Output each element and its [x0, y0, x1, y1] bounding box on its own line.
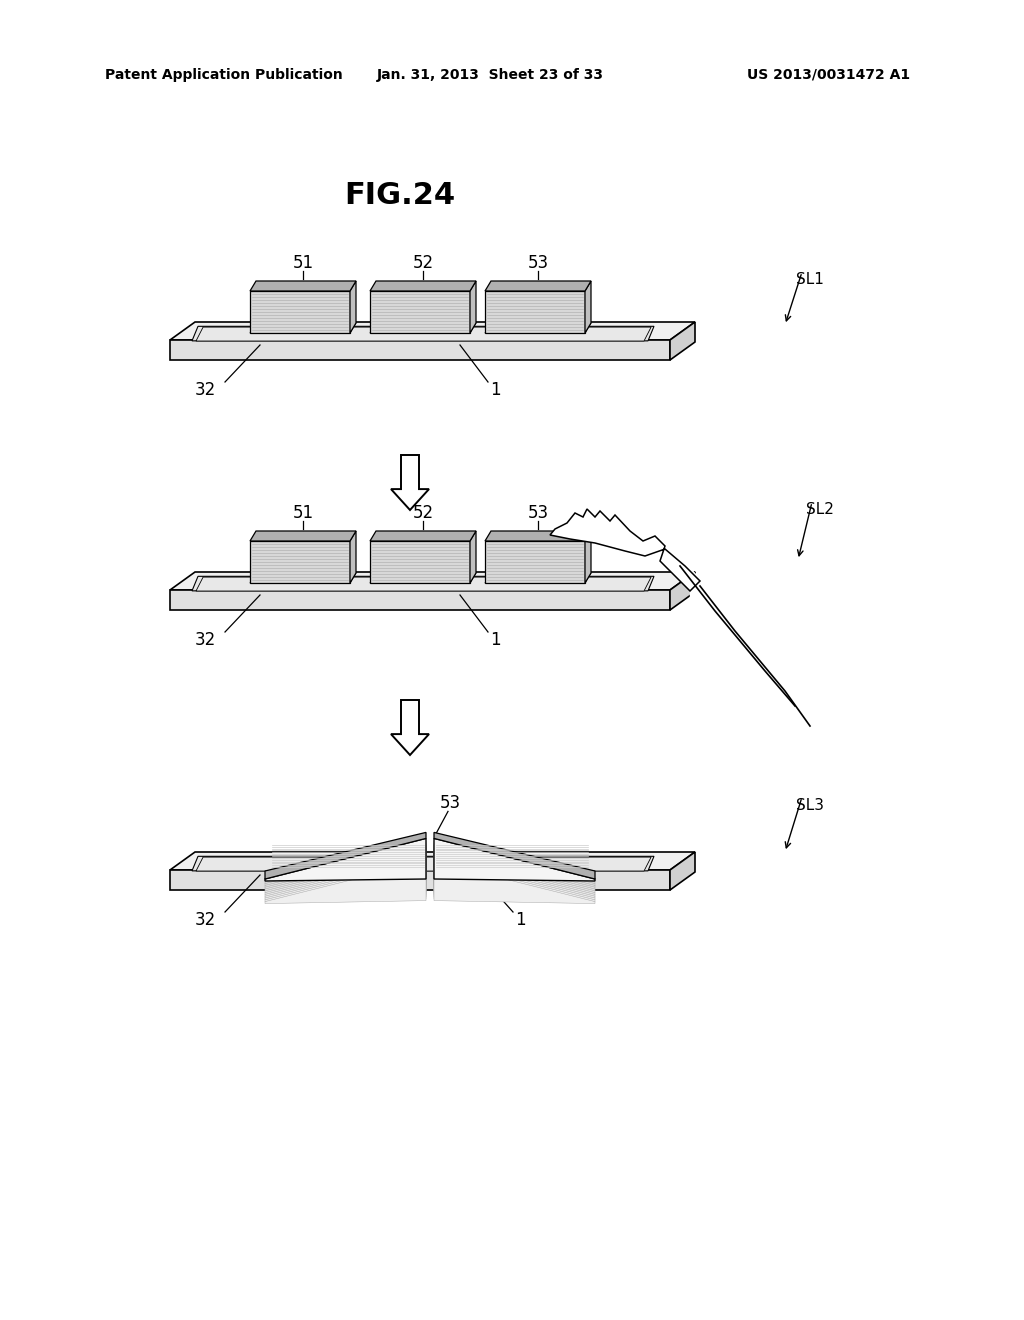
Polygon shape: [470, 531, 476, 583]
Polygon shape: [485, 281, 591, 290]
Polygon shape: [434, 841, 595, 884]
Text: SL3: SL3: [796, 797, 824, 813]
Polygon shape: [265, 858, 426, 900]
Polygon shape: [265, 855, 426, 898]
Polygon shape: [370, 281, 476, 290]
Text: 1: 1: [489, 631, 501, 649]
Polygon shape: [250, 573, 356, 583]
Polygon shape: [250, 290, 350, 333]
Polygon shape: [265, 861, 426, 904]
Polygon shape: [550, 510, 700, 591]
Polygon shape: [485, 541, 585, 583]
Polygon shape: [250, 281, 356, 290]
Polygon shape: [250, 323, 356, 333]
Polygon shape: [265, 849, 426, 891]
Text: SL2: SL2: [806, 503, 834, 517]
Polygon shape: [193, 326, 654, 341]
Text: 32: 32: [195, 631, 216, 649]
Text: 51: 51: [293, 253, 313, 272]
Text: 53: 53: [527, 253, 549, 272]
Polygon shape: [193, 857, 654, 871]
Polygon shape: [350, 281, 356, 333]
Polygon shape: [170, 572, 695, 590]
Polygon shape: [196, 577, 651, 591]
Polygon shape: [370, 573, 476, 583]
Polygon shape: [434, 845, 595, 887]
Text: Patent Application Publication: Patent Application Publication: [105, 69, 343, 82]
Polygon shape: [265, 841, 426, 884]
Text: SL1: SL1: [796, 272, 824, 288]
Polygon shape: [485, 323, 591, 333]
Polygon shape: [585, 281, 591, 333]
Polygon shape: [196, 327, 651, 341]
Polygon shape: [265, 845, 426, 887]
Polygon shape: [370, 541, 470, 583]
Polygon shape: [350, 531, 356, 583]
Polygon shape: [485, 531, 591, 541]
Polygon shape: [265, 838, 426, 880]
Polygon shape: [170, 322, 695, 341]
Polygon shape: [170, 590, 670, 610]
Polygon shape: [434, 850, 595, 892]
Polygon shape: [370, 531, 476, 541]
Text: FIG.24: FIG.24: [344, 181, 456, 210]
Polygon shape: [265, 859, 426, 902]
Text: 51: 51: [293, 504, 313, 521]
Polygon shape: [670, 851, 695, 890]
Polygon shape: [434, 861, 595, 904]
Polygon shape: [265, 846, 426, 890]
Polygon shape: [170, 851, 695, 870]
Text: 1: 1: [515, 911, 525, 929]
Polygon shape: [250, 541, 350, 583]
Polygon shape: [265, 853, 426, 895]
Text: Jan. 31, 2013  Sheet 23 of 33: Jan. 31, 2013 Sheet 23 of 33: [377, 69, 603, 82]
Polygon shape: [193, 577, 654, 591]
Text: 32: 32: [195, 381, 216, 399]
Text: 32: 32: [195, 911, 216, 929]
Polygon shape: [370, 290, 470, 333]
Text: 52: 52: [413, 253, 433, 272]
Polygon shape: [670, 322, 695, 360]
Polygon shape: [470, 281, 476, 333]
Polygon shape: [434, 843, 595, 886]
Polygon shape: [434, 855, 595, 898]
Polygon shape: [265, 854, 426, 896]
Text: US 2013/0031472 A1: US 2013/0031472 A1: [746, 69, 910, 82]
Polygon shape: [585, 531, 591, 583]
Text: 1: 1: [489, 381, 501, 399]
Polygon shape: [434, 838, 595, 880]
Polygon shape: [434, 849, 595, 891]
Polygon shape: [391, 455, 429, 510]
Polygon shape: [250, 531, 356, 541]
Polygon shape: [485, 290, 585, 333]
Polygon shape: [391, 700, 429, 755]
Polygon shape: [485, 573, 591, 583]
Polygon shape: [265, 833, 426, 879]
Polygon shape: [434, 853, 595, 895]
Polygon shape: [434, 858, 595, 900]
Polygon shape: [170, 341, 670, 360]
Text: 52: 52: [413, 504, 433, 521]
Polygon shape: [434, 833, 595, 879]
Text: 53: 53: [439, 795, 461, 812]
Polygon shape: [434, 846, 595, 890]
Polygon shape: [670, 572, 695, 610]
Polygon shape: [370, 323, 476, 333]
Text: 53: 53: [527, 504, 549, 521]
Polygon shape: [265, 850, 426, 892]
Polygon shape: [170, 870, 670, 890]
Polygon shape: [196, 857, 651, 871]
Polygon shape: [434, 859, 595, 902]
Polygon shape: [434, 854, 595, 896]
Polygon shape: [265, 843, 426, 886]
